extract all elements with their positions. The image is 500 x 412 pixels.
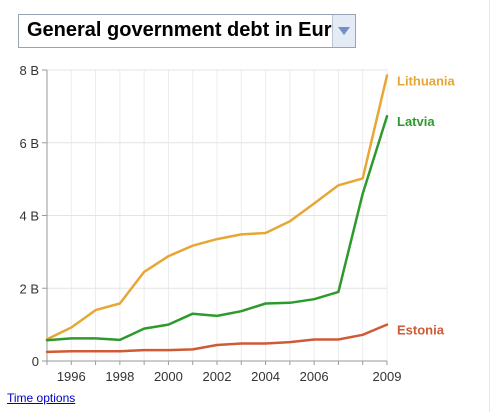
series-label-latvia: Latvia <box>397 114 435 129</box>
x-tick-label: 2006 <box>300 369 329 384</box>
series-line-lithuania <box>45 74 389 341</box>
y-tick-label: 8 B <box>19 63 39 78</box>
series-label-lithuania: Lithuania <box>397 73 456 88</box>
x-tick-label: 2002 <box>203 369 232 384</box>
debt-line-chart: 0 2 B 4 B 6 B 8 B 1996 1998 2000 2002 2004 2006 200… <box>19 63 456 384</box>
x-tick-label: 1998 <box>105 369 134 384</box>
time-options-link[interactable]: Time options <box>7 391 76 405</box>
y-tick-label: 6 B <box>19 136 39 151</box>
metric-selector[interactable]: General government debt in Euros <box>18 14 356 48</box>
metric-selector-dropdown-button[interactable] <box>332 15 355 47</box>
series-line-latvia <box>45 114 389 342</box>
x-tick-label: 2004 <box>251 369 280 384</box>
chevron-down-icon <box>338 27 350 35</box>
y-tick-label: 0 <box>32 354 39 369</box>
x-tick-label: 1996 <box>57 369 86 384</box>
x-tick-label: 2009 <box>373 369 402 384</box>
y-tick-label: 2 B <box>19 281 39 296</box>
x-tick-label: 2000 <box>154 369 183 384</box>
metric-selector-label: General government debt in Euros <box>27 19 355 41</box>
panel-divider <box>489 0 490 412</box>
series-label-estonia: Estonia <box>397 323 445 338</box>
y-tick-label: 4 B <box>19 209 39 224</box>
series-line-estonia <box>45 323 389 354</box>
